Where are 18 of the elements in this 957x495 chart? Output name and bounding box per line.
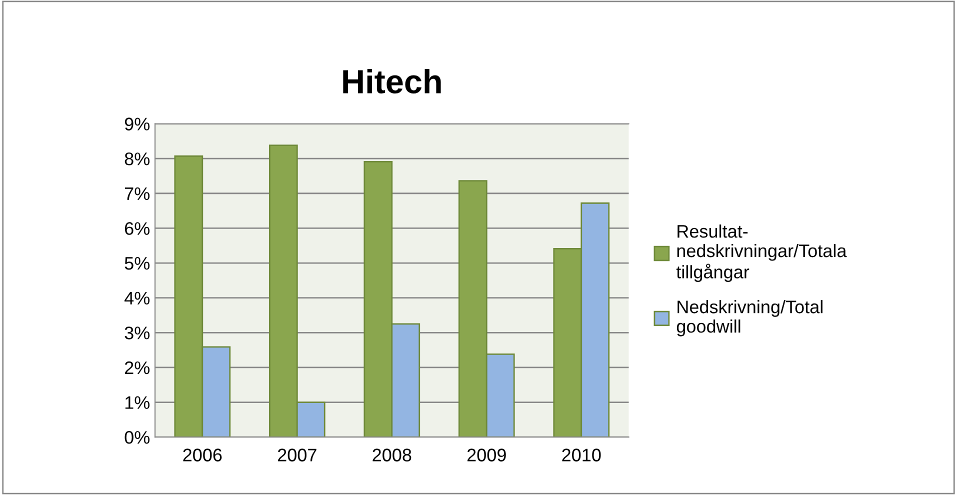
legend-label: Resultat- nedskrivningar/Totala tillgångar — [676, 224, 847, 282]
y-tick-label: 2% — [124, 361, 150, 374]
y-tick-label: 1% — [125, 396, 150, 409]
chart-title: Hitech — [343, 69, 441, 94]
y-tick-label: 5% — [124, 257, 150, 270]
x-tick-label: 2006 — [183, 448, 222, 462]
legend-label: Nedskrivning/Total goodwill — [676, 300, 822, 336]
x-tick-label: 2008 — [372, 448, 412, 462]
x-tick-label: 2009 — [467, 448, 506, 462]
y-tick-label: 3% — [124, 326, 150, 340]
y-tick-label: 0% — [124, 431, 150, 444]
y-tick-label: 4% — [124, 292, 150, 304]
y-tick-label: 7% — [125, 187, 150, 200]
x-tick-label: 2010 — [562, 448, 601, 462]
x-tick-label: 2007 — [278, 448, 316, 462]
y-tick-label: 8% — [124, 152, 150, 166]
y-tick-label: 9% — [124, 118, 150, 130]
y-tick-label: 6% — [124, 222, 150, 235]
